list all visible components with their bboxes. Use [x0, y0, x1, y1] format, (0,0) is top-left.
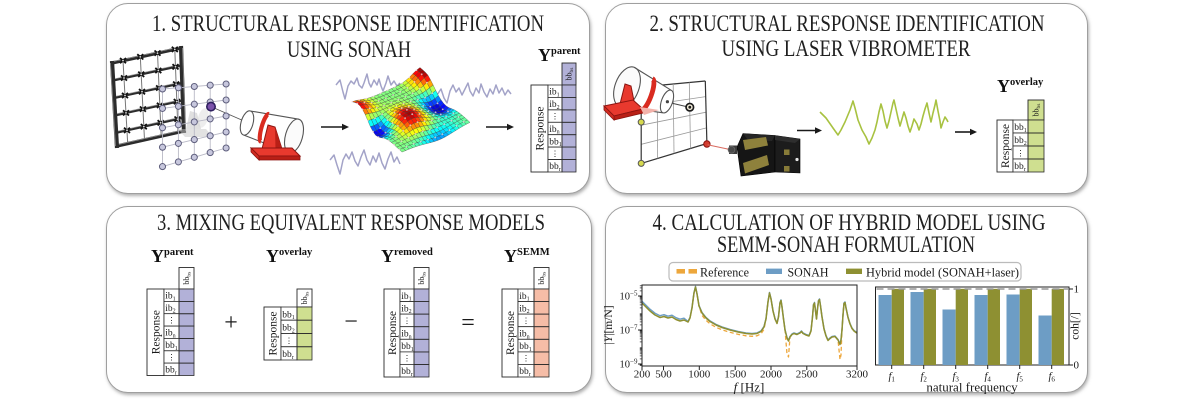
svg-text:2500: 2500: [796, 369, 819, 381]
svg-text:3200: 3200: [846, 369, 869, 381]
svg-text:10−7: 10−7: [620, 324, 638, 337]
svg-text:bb2: bb2: [1014, 136, 1026, 147]
svg-text:bb1: bb1: [165, 341, 178, 352]
svg-text:⋮: ⋮: [522, 353, 531, 363]
svg-text:|Y|[m/N]: |Y|[m/N]: [603, 305, 615, 344]
svg-text:Yoverlay: Yoverlay: [266, 246, 313, 266]
svg-text:1: 1: [1074, 284, 1080, 296]
svg-text:f5: f5: [1016, 372, 1023, 384]
svg-text:⋮: ⋮: [167, 315, 176, 325]
svg-text:⋮: ⋮: [403, 353, 412, 363]
svg-text:ib1: ib1: [401, 292, 411, 303]
svg-text:coh[/]: coh[/]: [1070, 312, 1082, 339]
svg-text:USING LASER VIBROMETER: USING LASER VIBROMETER: [722, 36, 972, 61]
svg-text:bb2: bb2: [282, 324, 295, 335]
svg-text:Response: Response: [505, 311, 517, 355]
svg-text:bbr: bbr: [519, 367, 531, 378]
svg-text:1000: 1000: [688, 369, 711, 381]
svg-text:ibn: ibn: [519, 330, 529, 341]
svg-text:ib2: ib2: [165, 304, 175, 315]
svg-text:⋮: ⋮: [285, 336, 294, 346]
svg-text:200: 200: [634, 369, 651, 381]
svg-text:⋮: ⋮: [551, 148, 560, 158]
svg-text:f [Hz]: f [Hz]: [734, 380, 765, 395]
svg-text:500: 500: [655, 369, 672, 381]
svg-text:ibn: ibn: [401, 330, 411, 341]
svg-text:f4: f4: [984, 372, 991, 384]
svg-text:ib2: ib2: [519, 304, 529, 315]
svg-text:bb1: bb1: [1014, 123, 1026, 134]
svg-text:bb1: bb1: [519, 342, 532, 353]
svg-text:⋮: ⋮: [167, 352, 176, 362]
svg-text:bb1: bb1: [549, 137, 562, 148]
svg-text:⋮: ⋮: [1016, 148, 1025, 158]
svg-text:SONAH: SONAH: [788, 266, 829, 280]
svg-text:2000: 2000: [760, 369, 783, 381]
svg-text:Response: Response: [1000, 124, 1012, 168]
svg-text:⋮: ⋮: [551, 111, 560, 121]
svg-text:bbr: bbr: [1014, 162, 1025, 173]
svg-text:ibn: ibn: [165, 329, 175, 340]
svg-text:ib1: ib1: [165, 292, 175, 303]
svg-text:YSEMM: YSEMM: [504, 246, 550, 266]
svg-text:Response: Response: [387, 311, 399, 355]
svg-text:Reference: Reference: [700, 266, 749, 280]
svg-text:ib2: ib2: [549, 100, 559, 111]
svg-text:Yparent: Yparent: [538, 45, 581, 65]
svg-text:1. STRUCTURAL RESPONSE IDENTIF: 1. STRUCTURAL RESPONSE IDENTIFICATION: [152, 11, 544, 36]
svg-text:ib1: ib1: [549, 88, 559, 99]
svg-text:−: −: [344, 309, 358, 335]
svg-text:1500: 1500: [724, 369, 747, 381]
svg-text:bb1: bb1: [401, 342, 414, 353]
svg-text:Response: Response: [268, 311, 280, 355]
svg-text:f6: f6: [1048, 372, 1055, 384]
svg-text:3. MIXING EQUIVALENT RESPONSE: 3. MIXING EQUIVALENT RESPONSE MODELS: [157, 210, 545, 235]
svg-text:bbr: bbr: [282, 350, 294, 361]
svg-text:f2: f2: [920, 372, 927, 384]
svg-text:2. STRUCTURAL RESPONSE IDENTIF: 2. STRUCTURAL RESPONSE IDENTIFICATION: [650, 11, 1045, 36]
svg-text:bb1: bb1: [282, 310, 295, 321]
svg-text:bbbs: bbbs: [537, 272, 548, 285]
svg-text:Yparent: Yparent: [151, 246, 194, 266]
svg-text:10−5: 10−5: [620, 290, 638, 303]
svg-text:bbr: bbr: [401, 367, 413, 378]
svg-text:f1: f1: [888, 372, 895, 384]
svg-text:natural frequency: natural frequency: [926, 380, 1018, 395]
svg-text:f3: f3: [952, 372, 959, 384]
svg-text:0: 0: [1074, 360, 1080, 372]
svg-text:SEMM-SONAH FORMULATION: SEMM-SONAH FORMULATION: [717, 232, 975, 257]
svg-text:bbr: bbr: [549, 162, 561, 173]
svg-text:bbr: bbr: [165, 366, 177, 377]
svg-text:=: =: [461, 310, 475, 336]
svg-text:Yoverlay: Yoverlay: [997, 76, 1044, 96]
svg-text:bbbs: bbbs: [565, 68, 576, 81]
svg-text:⋮: ⋮: [403, 316, 412, 326]
svg-text:Response: Response: [535, 106, 547, 150]
svg-text:Hybrid model (SONAH+laser): Hybrid model (SONAH+laser): [866, 266, 1019, 280]
svg-text:Yremoved: Yremoved: [381, 246, 433, 266]
svg-text:bbbs: bbbs: [300, 292, 311, 305]
svg-text:⋮: ⋮: [522, 316, 531, 326]
svg-text:bbbs: bbbs: [417, 272, 428, 285]
svg-text:ib2: ib2: [401, 304, 411, 315]
svg-text:4. CALCULATION OF HYBRID MODEL: 4. CALCULATION OF HYBRID MODEL USING: [653, 210, 1046, 235]
svg-text:ibn: ibn: [549, 125, 559, 136]
svg-text:+: +: [224, 310, 238, 336]
svg-text:USING SONAH: USING SONAH: [287, 37, 411, 62]
svg-text:bbbs: bbbs: [182, 272, 193, 285]
svg-text:bbbs: bbbs: [1032, 104, 1043, 117]
svg-text:ib1: ib1: [519, 292, 529, 303]
svg-text:Response: Response: [151, 310, 163, 354]
